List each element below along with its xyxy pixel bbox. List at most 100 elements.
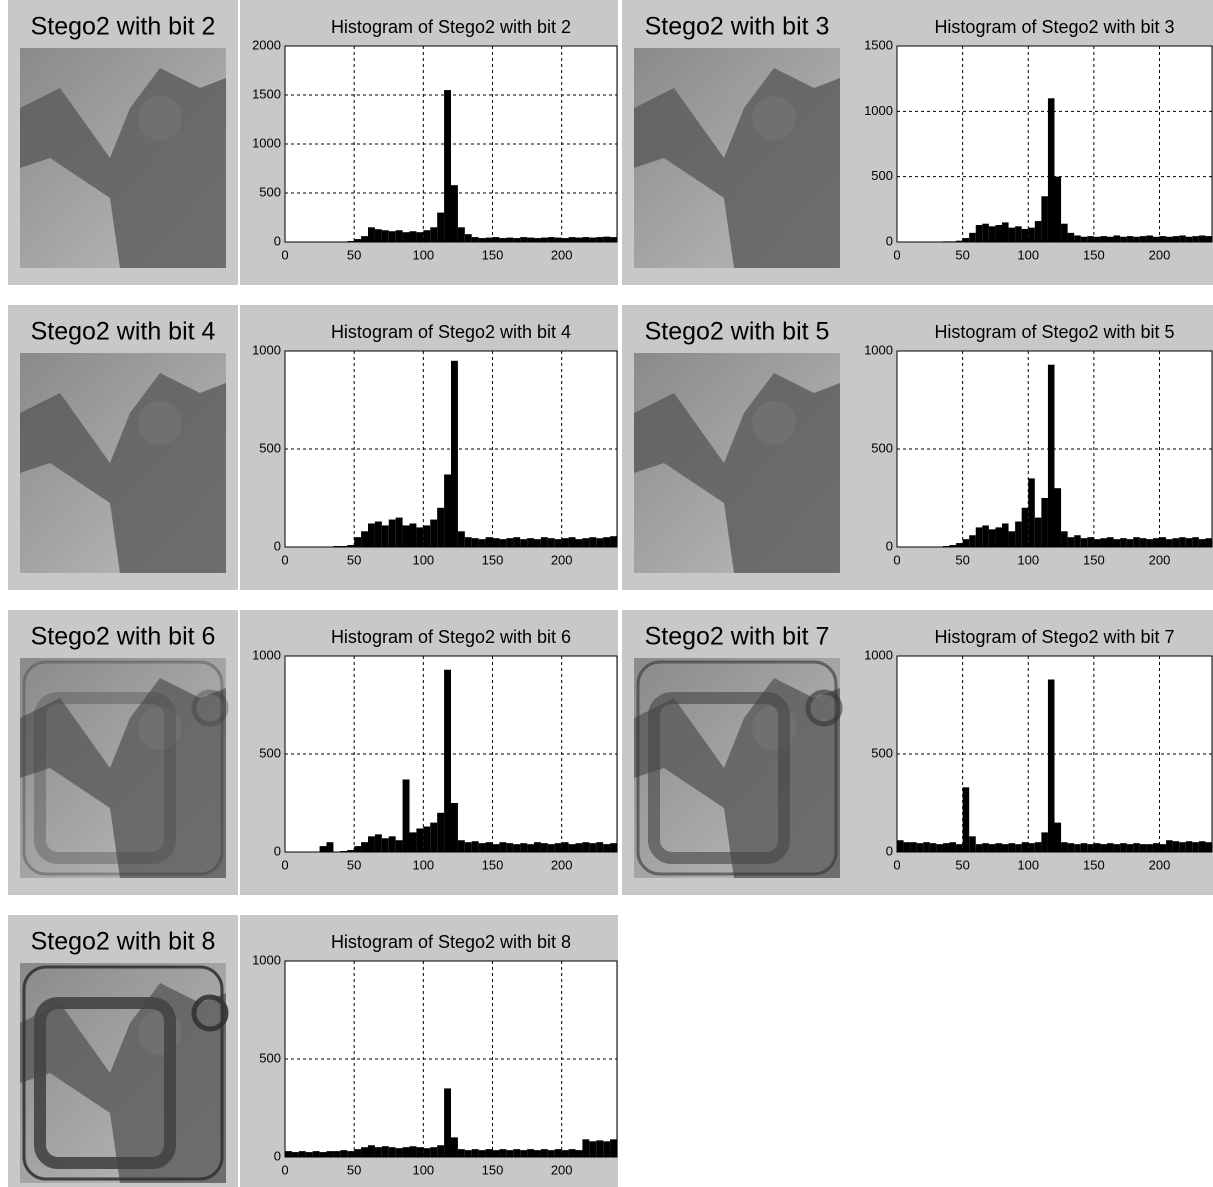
- histogram-bar: [506, 238, 513, 242]
- histogram-bar: [423, 1148, 430, 1157]
- histogram-bar: [1055, 177, 1062, 242]
- x-tick-label: 0: [281, 857, 288, 872]
- histogram-bar: [1199, 841, 1206, 852]
- histogram-bar: [396, 518, 403, 547]
- histogram-bar: [1166, 840, 1173, 852]
- histogram-bar: [541, 1149, 548, 1157]
- histogram-bar: [333, 1151, 340, 1157]
- histogram-bar: [375, 229, 382, 242]
- histogram-bar: [555, 238, 562, 242]
- x-tick-label: 150: [482, 1162, 504, 1177]
- histogram-bar: [1009, 843, 1016, 852]
- histogram-bar: [340, 546, 347, 547]
- histogram-bar: [589, 238, 596, 242]
- histogram-bar: [1041, 196, 1048, 242]
- histogram-bar: [513, 238, 520, 242]
- histogram-title: Histogram of Stego2 with bit 5: [934, 322, 1174, 342]
- y-tick-label: 0: [274, 843, 281, 858]
- histogram-bar: [354, 239, 361, 242]
- histogram-bar: [541, 238, 548, 242]
- x-tick-label: 200: [551, 857, 573, 872]
- histogram-bar: [596, 538, 603, 547]
- histogram-bar: [472, 237, 479, 242]
- histogram-bar: [969, 535, 976, 547]
- y-tick-label: 1000: [864, 647, 893, 662]
- x-tick-label: 200: [551, 1162, 573, 1177]
- histogram-bar: [416, 828, 423, 852]
- histogram-bar: [1002, 844, 1009, 852]
- histogram-bar: [1087, 537, 1094, 547]
- histogram-bar: [1074, 235, 1081, 242]
- histogram-bar: [479, 238, 486, 242]
- histogram-bar: [936, 844, 943, 852]
- histogram-bar: [513, 1149, 520, 1157]
- histogram-bar: [1160, 236, 1167, 242]
- histogram-bar: [1127, 844, 1134, 852]
- histogram-bar: [1140, 236, 1147, 242]
- histogram-bar: [904, 842, 911, 852]
- histogram-bar: [486, 1149, 493, 1157]
- histogram-bar: [403, 232, 410, 242]
- histogram-bar: [493, 844, 500, 852]
- histogram-bar: [1081, 538, 1088, 547]
- histogram-bar: [320, 846, 327, 852]
- histogram-bar: [989, 529, 996, 547]
- histogram-bar: [569, 537, 576, 547]
- histogram-bar: [1022, 229, 1029, 242]
- histogram-bar: [1035, 518, 1042, 547]
- histogram-bar: [423, 525, 430, 547]
- histogram-bar: [1133, 843, 1140, 852]
- histogram-bar: [1179, 537, 1186, 547]
- x-tick-label: 0: [893, 857, 900, 872]
- y-tick-label: 1000: [864, 103, 893, 118]
- histogram-bar: [382, 838, 389, 852]
- histogram-bar: [534, 1150, 541, 1157]
- histogram-bar: [1081, 843, 1088, 852]
- histogram-bar: [437, 213, 444, 242]
- histogram-bar: [569, 237, 576, 242]
- histogram-bar: [361, 842, 368, 852]
- histogram-bar: [327, 1151, 334, 1157]
- histogram-bar: [956, 844, 963, 852]
- histogram-bar: [513, 537, 520, 547]
- x-tick-label: 150: [1083, 857, 1105, 872]
- histogram-bar: [1068, 233, 1075, 242]
- histogram-bar: [603, 844, 610, 852]
- histogram-bar: [410, 832, 417, 852]
- histogram-bar: [1028, 843, 1035, 852]
- histogram-bar: [430, 227, 437, 242]
- histogram-bar: [1061, 842, 1068, 852]
- image-title: Stego2 with bit 7: [645, 623, 830, 651]
- y-tick-label: 0: [274, 233, 281, 248]
- histogram-bar: [410, 1146, 417, 1157]
- histogram-bar: [479, 539, 486, 547]
- histogram-bar: [430, 1147, 437, 1157]
- histogram-bar: [1192, 537, 1199, 547]
- histogram-bar: [306, 1152, 313, 1157]
- histogram-bar: [956, 543, 963, 547]
- histogram-bar: [1100, 538, 1107, 547]
- histogram-bar: [486, 537, 493, 547]
- y-tick-label: 500: [259, 184, 281, 199]
- histogram-bar: [596, 1140, 603, 1157]
- x-tick-label: 50: [955, 552, 969, 567]
- histogram-bar: [555, 539, 562, 547]
- histogram-bar: [1114, 539, 1121, 547]
- histogram-bar: [313, 1151, 320, 1157]
- x-tick-label: 150: [482, 247, 504, 262]
- y-tick-label: 0: [274, 538, 281, 553]
- histogram-bar: [472, 841, 479, 852]
- histogram-bar: [589, 537, 596, 547]
- histogram-bar: [368, 1145, 375, 1157]
- histogram-bar: [930, 843, 937, 852]
- histogram-bar: [576, 238, 583, 242]
- histogram-bar: [569, 1149, 576, 1157]
- histogram-bar: [596, 237, 603, 242]
- histogram-bar: [389, 231, 396, 242]
- x-tick-label: 100: [412, 857, 434, 872]
- histogram-bar: [486, 842, 493, 852]
- histogram-bar: [1173, 538, 1180, 547]
- histogram-bar: [956, 241, 963, 242]
- histogram-bar: [1028, 228, 1035, 242]
- histogram-bar: [1146, 844, 1153, 852]
